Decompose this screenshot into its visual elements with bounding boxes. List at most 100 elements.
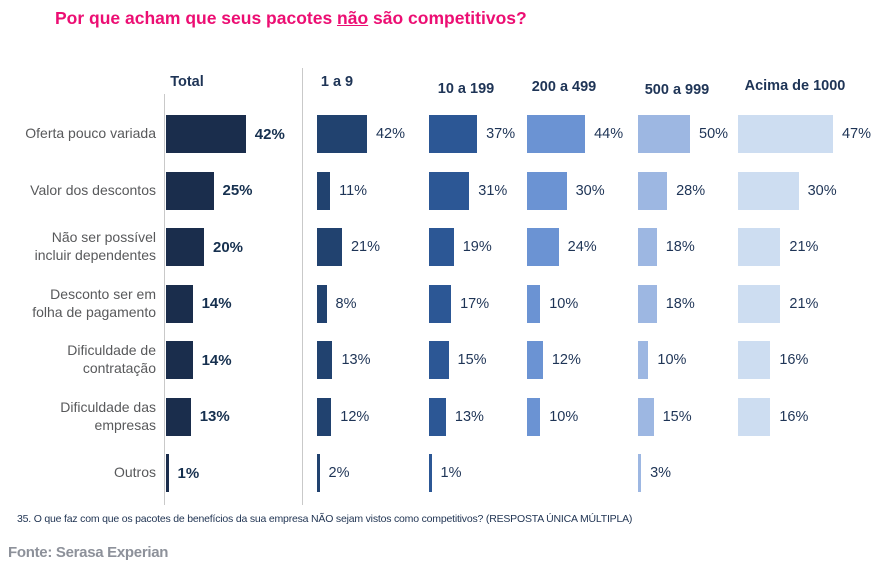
bar-value-label: 10% xyxy=(657,352,687,368)
bar-value-label: 16% xyxy=(779,408,809,425)
title-underlined-word: não xyxy=(337,8,369,28)
bar xyxy=(166,284,193,323)
column-header: Total xyxy=(170,74,204,90)
bar-value-label: 25% xyxy=(222,182,253,199)
bar xyxy=(429,454,432,492)
bar-value-label: 17% xyxy=(460,295,490,312)
bar-value-label: 42% xyxy=(375,126,405,142)
bar-value-label: 18% xyxy=(665,239,695,255)
bar xyxy=(317,454,320,492)
bar xyxy=(317,228,342,266)
bar-value-label: 13% xyxy=(199,408,230,425)
bar-value-label: 10% xyxy=(549,408,579,425)
bar xyxy=(638,115,690,153)
bar-value-label: 24% xyxy=(567,239,597,255)
bar-value-label: 14% xyxy=(201,351,232,369)
bar xyxy=(429,228,454,266)
bar xyxy=(317,397,332,436)
bar xyxy=(527,171,567,210)
row-label: Dificuldade das empresas xyxy=(60,398,156,433)
bar-value-label: 13% xyxy=(341,352,371,368)
bar xyxy=(317,341,333,379)
bar xyxy=(738,115,833,153)
bar-value-label: 28% xyxy=(676,182,706,199)
bar-value-label: 14% xyxy=(201,295,232,312)
bar-value-label: 44% xyxy=(594,126,624,142)
bar xyxy=(317,115,367,153)
bar xyxy=(738,397,771,436)
bar-value-label: 16% xyxy=(779,352,809,368)
bar xyxy=(429,397,446,436)
bar xyxy=(317,171,331,210)
bar xyxy=(527,284,541,323)
bar-value-label: 50% xyxy=(699,126,729,142)
title-prefix: Por que acham que seus pacotes xyxy=(55,8,338,28)
bar xyxy=(527,115,586,153)
bar-value-label: 15% xyxy=(457,352,487,368)
bar xyxy=(738,171,799,210)
bar xyxy=(527,341,543,379)
column-header: 1 a 9 xyxy=(320,74,354,90)
survey-question-footnote: 35. O que faz com que os pacotes de bene… xyxy=(17,513,633,525)
row-label: Não ser possível incluir dependentes xyxy=(34,229,156,263)
bar-value-label: 1% xyxy=(177,464,200,482)
column-header: 10 a 199 xyxy=(437,81,495,97)
bar-value-label: 18% xyxy=(665,295,695,312)
bar xyxy=(527,397,541,436)
title-suffix: são competitivos? xyxy=(368,8,527,28)
chart-title: Por que acham que seus pacotes não são c… xyxy=(55,8,527,29)
bar xyxy=(738,228,781,266)
bar xyxy=(638,284,657,323)
bar xyxy=(166,228,204,266)
bar xyxy=(638,171,668,210)
bar-value-label: 1% xyxy=(440,465,462,481)
bar xyxy=(738,341,771,379)
row-label: Dificuldade de contratação xyxy=(67,342,156,376)
bar-value-label: 42% xyxy=(254,125,285,143)
column-header: 200 a 499 xyxy=(531,79,597,95)
bar-value-label: 15% xyxy=(662,408,692,425)
column-header: 500 a 999 xyxy=(644,82,710,98)
bar-value-label: 19% xyxy=(462,239,492,255)
bar-value-label: 21% xyxy=(789,295,819,312)
row-label: Desconto ser em folha de pagamento xyxy=(32,285,156,320)
bar xyxy=(166,454,169,492)
bar-value-label: 47% xyxy=(841,126,871,142)
axis-line-total xyxy=(164,94,165,505)
bar-value-label: 2% xyxy=(328,465,350,481)
bar-value-label: 21% xyxy=(789,239,819,255)
bar-value-label: 11% xyxy=(339,182,368,199)
bar xyxy=(317,284,327,323)
bar xyxy=(429,115,478,153)
bar xyxy=(738,284,781,323)
bar xyxy=(429,341,449,379)
row-label: Outros xyxy=(113,464,156,481)
bar xyxy=(638,454,642,492)
bar-value-label: 20% xyxy=(213,238,244,256)
bar-value-label: 30% xyxy=(807,182,837,199)
bar-value-label: 3% xyxy=(650,465,672,481)
bar xyxy=(166,397,191,436)
bar xyxy=(429,284,452,323)
bar-value-label: 30% xyxy=(575,182,605,199)
bar-value-label: 21% xyxy=(350,239,381,255)
column-header: Acima de 1000 xyxy=(744,78,846,94)
bar xyxy=(429,171,470,210)
bar-value-label: 10% xyxy=(549,295,579,312)
bar xyxy=(638,397,654,436)
row-label: Valor dos descontos xyxy=(30,181,156,198)
bar xyxy=(166,341,193,379)
row-label: Oferta pouco variada xyxy=(25,125,156,142)
bar xyxy=(527,228,559,266)
bar-value-label: 31% xyxy=(478,182,508,199)
bar-value-label: 8% xyxy=(335,295,357,312)
bar xyxy=(638,228,657,266)
bar-value-label: 12% xyxy=(551,352,581,368)
column-divider-line xyxy=(302,68,303,505)
bar-value-label: 37% xyxy=(486,126,516,142)
bar-value-label: 13% xyxy=(454,408,484,425)
bar xyxy=(638,341,649,379)
source-label: Fonte: Serasa Experian xyxy=(8,544,169,561)
bar xyxy=(166,171,214,210)
